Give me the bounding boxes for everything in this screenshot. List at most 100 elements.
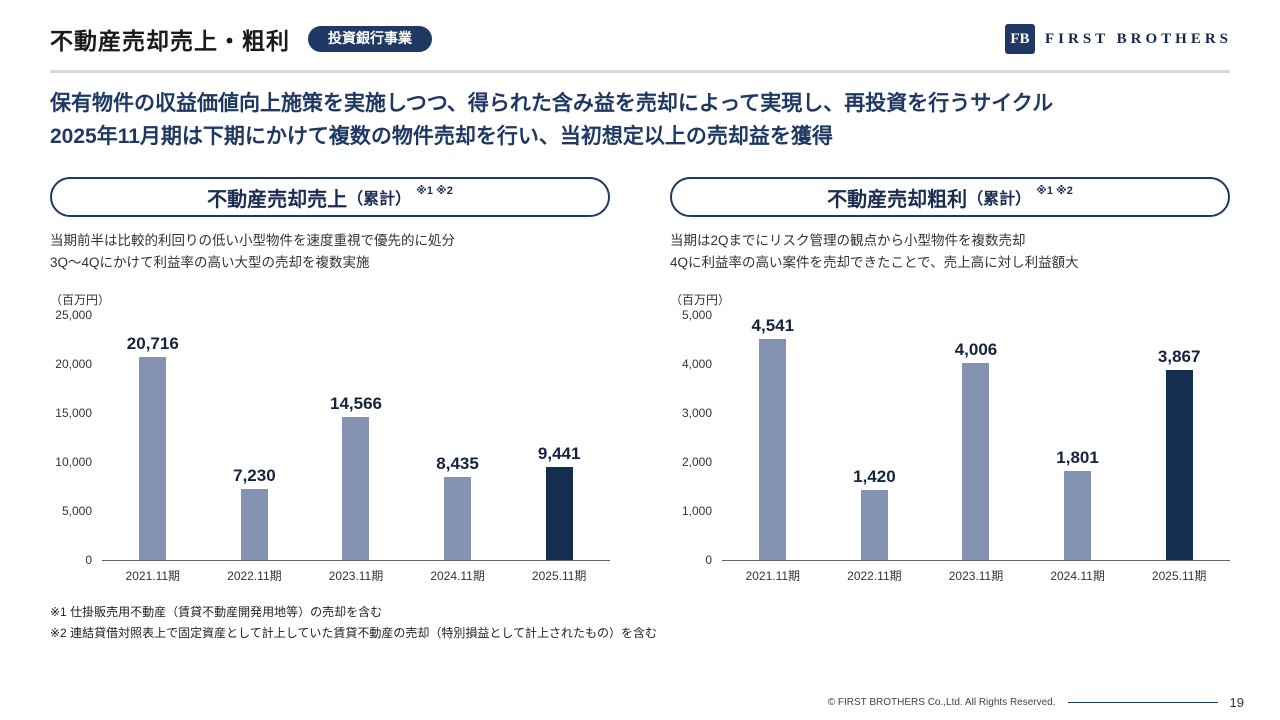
header-divider <box>50 70 1230 73</box>
unit-label: （百万円） <box>50 292 111 307</box>
footnote-2: ※2 連結貸借対照表上で固定資産として計上していた賃貸不動産の売却（特別損益とし… <box>50 625 657 640</box>
y-tick-label: 5,000 <box>61 503 92 518</box>
bar-chart: （百万円） 0 1,000 2,000 3,000 4,000 5,000 4,541 1,… <box>670 291 1230 584</box>
panel-sales: 不動産売却売上 （累計） ※1 ※2 当期前半は比較的利回りの低い小型物件を速度… <box>50 177 610 584</box>
y-tick-label: 4,000 <box>681 356 712 371</box>
x-axis-label: 2025.11期 <box>531 568 587 583</box>
panel-note-line-2: 3Q〜4Qにかけて利益率の高い大型の売却を複数実施 <box>50 255 370 271</box>
x-axis-label: 2024.11期 <box>1050 568 1105 583</box>
header: 不動産売却売上・粗利 投資銀行事業 FB FIRST BROTHERS <box>0 0 1280 56</box>
footer-copyright: © FIRST BROTHERS Co.,Ltd. All Rights Res… <box>827 697 1056 708</box>
panel-title: 不動産売却売上 <box>207 188 348 211</box>
bar-value-label: 3,867 <box>1157 347 1201 367</box>
x-axis-label: 2023.11期 <box>328 568 384 583</box>
bar-value-label: 7,230 <box>233 465 276 485</box>
x-axis-label: 2024.11期 <box>430 568 485 583</box>
bar-group: 4,006 <box>925 316 1027 560</box>
plot-area: 20,716 7,230 14,566 8,435 9,441 <box>102 316 610 561</box>
y-axis: 0 1,000 2,000 3,000 4,000 5,000 <box>670 309 722 566</box>
panel-note-line-1: 当期は2Qまでにリスク管理の観点から小型物件を複数売却 <box>670 233 1026 249</box>
bar-value-label: 9,441 <box>537 444 581 464</box>
bar <box>139 356 167 560</box>
bar <box>240 488 268 560</box>
bar-value-label: 1,420 <box>853 467 896 487</box>
bar-group: 7,230 <box>204 316 306 560</box>
bar <box>1064 471 1092 560</box>
segment-badge: 投資銀行事業 <box>308 25 432 53</box>
bar-value-label: 1,801 <box>1056 448 1099 468</box>
bar-group: 14,566 <box>305 316 407 560</box>
x-axis-label: 2025.11期 <box>1151 568 1207 583</box>
y-tick-label: 0 <box>705 552 712 567</box>
panel-note-line-1: 当期前半は比較的利回りの低い小型物件を速度重視で優先的に処分 <box>50 233 455 249</box>
x-axis-label: 2021.11期 <box>745 568 801 583</box>
x-axis-label: 2022.11期 <box>227 568 282 583</box>
panel-notes: 当期前半は比較的利回りの低い小型物件を速度重視で優先的に処分 3Q〜4Qにかけて… <box>50 230 610 275</box>
plot-area: 4,541 1,420 4,006 1,801 3,867 <box>722 316 1230 561</box>
panel-title-box: 不動産売却粗利 （累計） ※1 ※2 <box>670 177 1230 218</box>
bar <box>444 476 472 560</box>
bar-highlighted <box>1165 370 1193 560</box>
y-tick-label: 15,000 <box>55 405 92 420</box>
panel-title-suffix: （累計） <box>347 191 412 209</box>
y-tick-label: 20,000 <box>55 356 92 371</box>
y-tick-label: 5,000 <box>681 307 712 322</box>
bar-group: 8,435 <box>407 316 509 560</box>
bar-value-label: 4,006 <box>954 340 998 360</box>
bar-group: 3,867 <box>1128 316 1230 560</box>
x-axis-label: 2021.11期 <box>125 568 181 583</box>
y-tick-label: 0 <box>85 552 92 567</box>
x-axis-label: 2023.11期 <box>948 568 1004 583</box>
bar-group: 20,716 <box>102 316 204 560</box>
bar-group: 1,420 <box>824 316 926 560</box>
bar-group: 1,801 <box>1027 316 1129 560</box>
panel-note-line-2: 4Qに利益率の高い案件を売却できたことで、売上高に対し利益額大 <box>670 255 1079 271</box>
bar <box>962 363 990 560</box>
y-tick-label: 25,000 <box>55 307 92 322</box>
panel-gross-profit: 不動産売却粗利 （累計） ※1 ※2 当期は2Qまでにリスク管理の観点から小型物… <box>670 177 1230 584</box>
x-axis-label: 2022.11期 <box>847 568 902 583</box>
x-axis: 2021.11期 2022.11期 2023.11期 2024.11期 2025.11期 <box>722 567 1230 584</box>
logo-name: FIRST BROTHERS <box>1044 30 1232 47</box>
panel-title: 不動産売却粗利 <box>827 188 968 211</box>
footer: © FIRST BROTHERS Co.,Ltd. All Rights Res… <box>828 695 1244 710</box>
y-tick-label: 10,000 <box>55 454 92 469</box>
bar <box>759 338 787 560</box>
y-tick-label: 2,000 <box>681 454 712 469</box>
company-logo: FB FIRST BROTHERS <box>1004 24 1232 54</box>
header-left: 不動産売却売上・粗利 投資銀行事業 <box>50 22 432 56</box>
key-message-line-1: 保有物件の収益価値向上施策を実施しつつ、得られた含み益を売却によって実現し、再投… <box>50 92 1054 115</box>
chart-panels: 不動産売却売上 （累計） ※1 ※2 当期前半は比較的利回りの低い小型物件を速度… <box>50 177 1230 584</box>
panel-title-suffix: （累計） <box>967 191 1032 209</box>
chart-body: 0 1,000 2,000 3,000 4,000 5,000 4,541 1,420 4,0… <box>670 309 1230 566</box>
panel-title-box: 不動産売却売上 （累計） ※1 ※2 <box>50 177 610 218</box>
chart-body: 0 5,000 10,000 15,000 20,000 25,000 20,716 7,2… <box>50 309 610 566</box>
y-tick-label: 3,000 <box>681 405 712 420</box>
footer-divider-line <box>1067 702 1218 703</box>
bar-group: 9,441 <box>508 316 610 560</box>
page-number: 19 <box>1229 695 1244 710</box>
bar-group: 4,541 <box>722 316 824 560</box>
key-message-line-2: 2025年11月期は下期にかけて複数の物件売却を行い、当初想定以上の売却益を獲得 <box>50 124 833 148</box>
panel-title-refs: ※1 ※2 <box>1036 184 1073 197</box>
panel-notes: 当期は2Qまでにリスク管理の観点から小型物件を複数売却 4Qに利益率の高い案件を… <box>670 230 1230 275</box>
bar-value-label: 20,716 <box>126 333 179 353</box>
page-title: 不動産売却売上・粗利 <box>50 28 290 54</box>
bar-highlighted <box>545 467 573 560</box>
panel-title-refs: ※1 ※2 <box>416 184 453 197</box>
logo-monogram-icon: FB <box>1004 24 1035 54</box>
y-axis: 0 5,000 10,000 15,000 20,000 25,000 <box>50 309 102 566</box>
y-tick-label: 1,000 <box>681 503 712 518</box>
bar <box>342 416 370 560</box>
bar-chart: （百万円） 0 5,000 10,000 15,000 20,000 25,000 20,… <box>50 291 610 584</box>
bar-value-label: 14,566 <box>329 393 382 413</box>
unit-label: （百万円） <box>670 292 731 307</box>
bar <box>860 490 888 560</box>
bar-value-label: 4,541 <box>751 315 795 335</box>
bar-value-label: 8,435 <box>436 453 479 473</box>
footnote-1: ※1 仕掛販売用不動産（賃貸不動産開発用地等）の売却を含む <box>50 604 383 619</box>
x-axis: 2021.11期 2022.11期 2023.11期 2024.11期 2025.11期 <box>102 567 610 584</box>
footnotes: ※1 仕掛販売用不動産（賃貸不動産開発用地等）の売却を含む ※2 連結貸借対照表… <box>50 602 1230 644</box>
key-message: 保有物件の収益価値向上施策を実施しつつ、得られた含み益を売却によって実現し、再投… <box>50 88 1230 153</box>
